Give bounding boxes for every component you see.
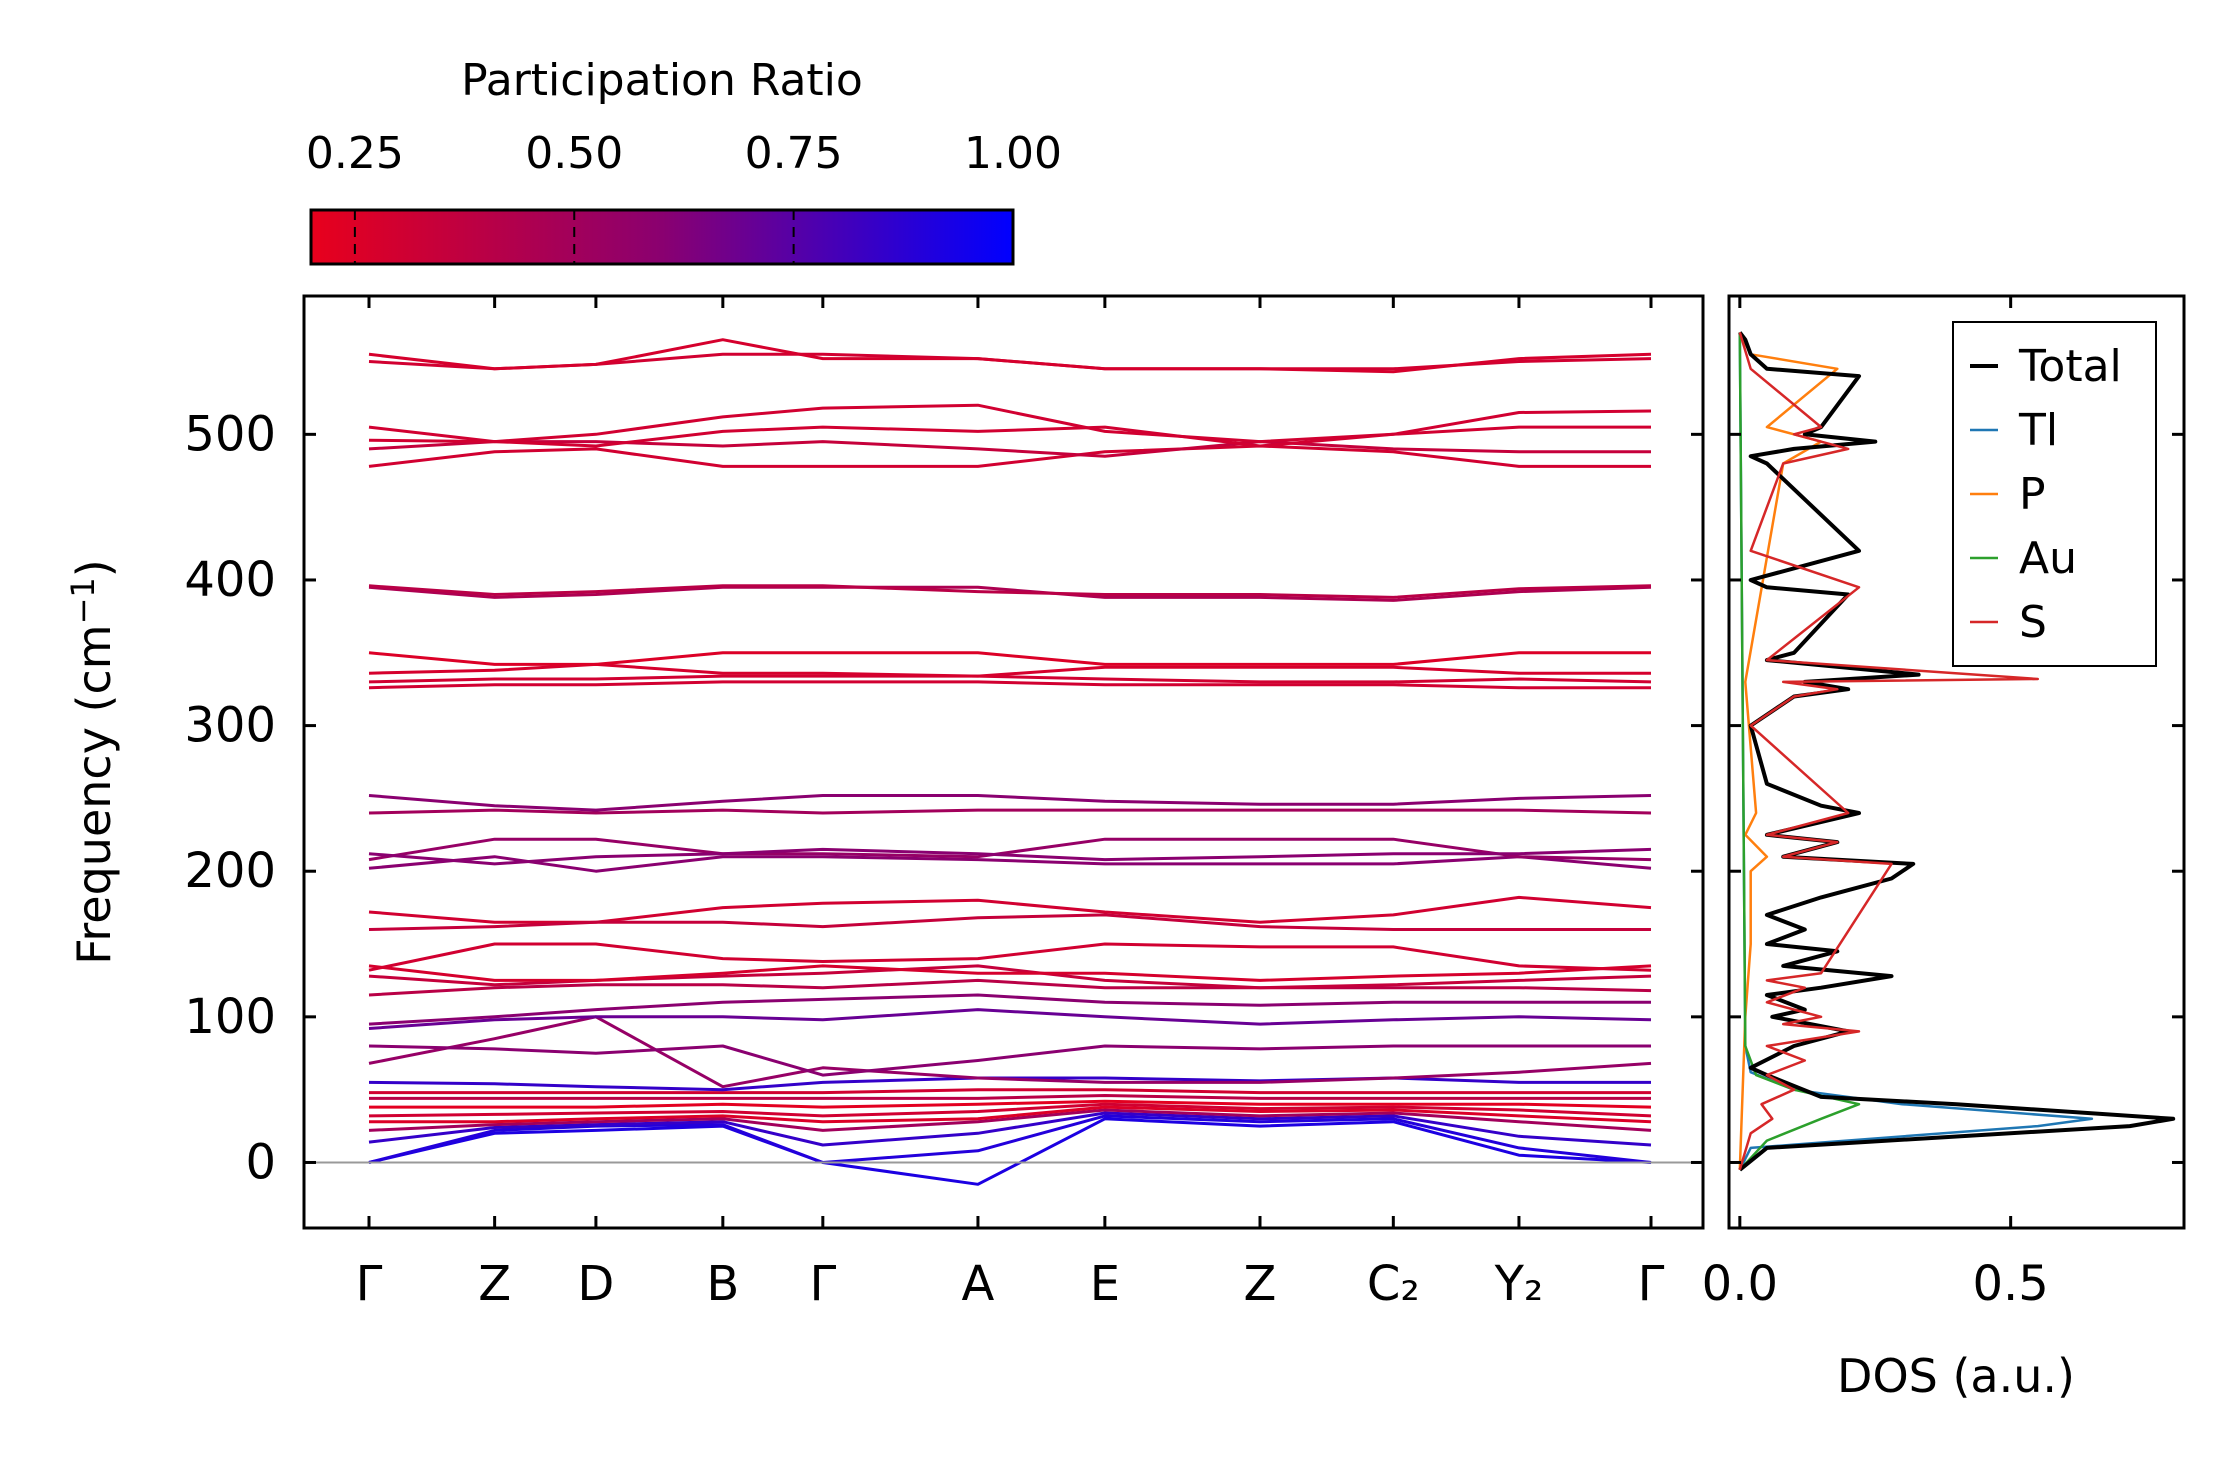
y-tick-label: 100 (184, 989, 276, 1045)
dos-y-ticks (1729, 432, 2184, 1164)
dos-series-s (1738, 332, 2040, 1171)
phonon-band (368, 837, 1652, 862)
phonon-band (368, 855, 1652, 873)
colorbar-tick-label: 0.75 (745, 128, 843, 179)
legend-label-s: S (2019, 597, 2047, 648)
legend-label-tl: Tl (2018, 405, 2058, 456)
phonon-band (368, 662, 1651, 678)
phonon-band (368, 808, 1652, 815)
colorbar-tick-label: 1.00 (964, 128, 1062, 179)
band-lines (368, 338, 1652, 1186)
phonon-band (368, 964, 1652, 982)
phonon-band (368, 1108, 1652, 1132)
phonon-band (368, 584, 1652, 599)
phonon-band (369, 1105, 1652, 1124)
phonon-band (368, 1102, 1652, 1118)
phonon-band (368, 1114, 1652, 1164)
legend-label-total: Total (2018, 341, 2122, 392)
colorbar-gradient (309, 208, 1015, 266)
phonon-band (368, 674, 1652, 684)
kpoint-label: Γ (1638, 1256, 1665, 1312)
phonon-band (369, 1094, 1651, 1100)
kpoint-label: Z (1244, 1256, 1277, 1312)
band-panel: 0 100 200 300 400 500 Γ Z D B Γ A E Z C₂ Y₂ Γ Frequency… (64, 294, 1705, 1312)
phonon-band (368, 794, 1652, 812)
y-tick-label: 0 (245, 1134, 276, 1190)
colorbar-tick-label: 0.50 (525, 128, 623, 179)
colorbar-label: Participation Ratio (461, 55, 863, 106)
phonon-band (368, 1111, 1652, 1147)
band-y-ticks: 0 100 200 300 400 500 (184, 406, 1703, 1190)
phonon-band (368, 1015, 1652, 1089)
phonon-band (368, 978, 1652, 997)
phonon-band (369, 1099, 1652, 1109)
phonon-band (368, 425, 1651, 448)
phonon-band (368, 993, 1651, 1026)
phonon-band (368, 585, 1652, 602)
phonon-band (368, 680, 1651, 690)
y-tick-label: 300 (184, 698, 276, 754)
band-axes-frame (302, 294, 1705, 1230)
dos-series-tl (1738, 332, 2094, 1171)
kpoint-label: Γ (809, 1256, 836, 1312)
legend-label-au: Au (2019, 533, 2077, 584)
dos-axes-frame (1727, 294, 2186, 1230)
dos-x-axis-label: DOS (a.u.) (1837, 1349, 2075, 1403)
kpoint-label: Γ (356, 1256, 383, 1312)
phonon-band (369, 1088, 1651, 1095)
kpoint-label: A (962, 1256, 995, 1312)
phonon-band (368, 913, 1651, 931)
colorbar-ticks: 0.25 0.50 0.75 1.00 (306, 128, 1062, 264)
dos-series-p (1738, 331, 1839, 1170)
dos-x-tick-label: 0.0 (1702, 1256, 1778, 1312)
band-kpath-ticks: Γ Z D B Γ A E Z C₂ Y₂ Γ (356, 296, 1665, 1312)
phonon-band (368, 444, 1651, 468)
y-tick-label: 200 (184, 843, 276, 899)
phonon-band (368, 1117, 1652, 1186)
legend-label-p: P (2019, 469, 2046, 520)
phonon-band (368, 338, 1652, 374)
phonon-band (368, 1044, 1651, 1077)
colorbar-tick-label: 0.25 (306, 128, 404, 179)
phonon-band (368, 403, 1652, 444)
phonon-band (368, 1008, 1652, 1030)
colorbar: Participation Ratio 0.25 0.50 0.75 1.00 (306, 55, 1062, 266)
phonon-band (368, 651, 1651, 666)
kpoint-label: Z (478, 1256, 511, 1312)
kpoint-label: B (706, 1256, 739, 1312)
kpoint-label: E (1090, 1256, 1120, 1312)
phonon-band (368, 440, 1651, 458)
band-y-axis-label: Frequency (cm−1) (64, 559, 121, 964)
dos-lines (1738, 331, 2176, 1172)
dos-x-tick-label: 0.5 (1972, 1256, 2048, 1312)
phonon-band (368, 942, 1652, 972)
y-tick-label: 500 (184, 406, 276, 462)
kpoint-label: Y₂ (1494, 1256, 1544, 1312)
dos-panel: 0.0 0.5 DOS (a.u.) Total Tl P Au S (1702, 294, 2186, 1403)
y-tick-label: 400 (184, 552, 276, 608)
phonon-band (368, 847, 1652, 866)
kpoint-label: C₂ (1367, 1256, 1420, 1312)
dos-legend: Total Tl P Au S (1952, 321, 2157, 667)
kpoint-label: D (577, 1256, 614, 1312)
dos-x-ticks: 0.0 0.5 (1702, 296, 2049, 1312)
